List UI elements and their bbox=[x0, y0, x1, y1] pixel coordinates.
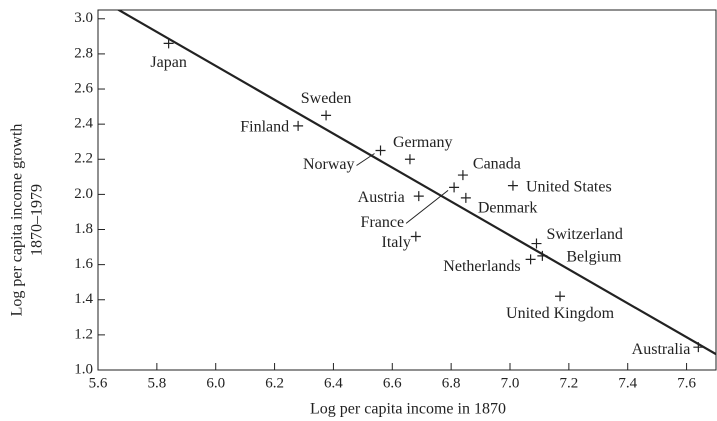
point bbox=[375, 145, 386, 156]
point-label: France bbox=[361, 214, 405, 231]
point-label: Canada bbox=[473, 156, 521, 173]
fit-line bbox=[116, 10, 716, 356]
x-tick-label: 7.2 bbox=[559, 375, 578, 391]
y-tick-label: 2.6 bbox=[74, 80, 93, 96]
point bbox=[693, 342, 704, 353]
point-label: Japan bbox=[150, 54, 186, 71]
point-label: Germany bbox=[393, 134, 453, 151]
y-tick-label: 1.6 bbox=[74, 256, 93, 272]
x-tick-label: 6.2 bbox=[265, 375, 284, 391]
point-label: Sweden bbox=[301, 90, 352, 107]
y-tick-label: 2.8 bbox=[74, 45, 93, 61]
point bbox=[410, 231, 421, 242]
y-tick-label: 1.2 bbox=[74, 326, 93, 342]
leader-line bbox=[356, 153, 375, 166]
x-tick-label: 7.0 bbox=[501, 375, 520, 391]
point-label: Netherlands bbox=[443, 258, 520, 275]
point bbox=[457, 170, 468, 181]
y-tick-label: 2.0 bbox=[74, 186, 93, 202]
point bbox=[449, 182, 460, 193]
point-label: United Kingdom bbox=[506, 305, 615, 322]
point-label: Denmark bbox=[478, 200, 538, 217]
point bbox=[293, 120, 304, 131]
point bbox=[555, 291, 566, 302]
y-tick-label: 2.2 bbox=[74, 151, 93, 167]
point-label: Australia bbox=[632, 341, 691, 358]
x-tick-label: 6.8 bbox=[442, 375, 461, 391]
x-tick-label: 6.6 bbox=[383, 375, 402, 391]
y-axis-label: 1870–1979 bbox=[29, 184, 46, 256]
x-tick-label: 6.0 bbox=[206, 375, 225, 391]
x-tick-label: 6.4 bbox=[324, 375, 343, 391]
y-tick-label: 1.0 bbox=[74, 361, 93, 377]
point-label: Austria bbox=[358, 189, 405, 206]
point-label: Belgium bbox=[566, 249, 622, 266]
y-tick-label: 1.4 bbox=[74, 291, 93, 307]
y-tick-label: 3.0 bbox=[74, 10, 93, 26]
y-tick-label: 1.8 bbox=[74, 221, 93, 237]
point bbox=[163, 38, 174, 49]
point bbox=[537, 250, 548, 261]
point bbox=[525, 254, 536, 265]
point-label: United States bbox=[526, 178, 612, 195]
fit-group bbox=[116, 10, 716, 356]
point bbox=[413, 191, 424, 202]
point bbox=[507, 180, 518, 191]
point bbox=[404, 154, 415, 165]
point-label: Finland bbox=[240, 119, 289, 136]
point bbox=[531, 238, 542, 249]
plot-frame bbox=[97, 9, 717, 371]
x-tick-label: 7.4 bbox=[618, 375, 637, 391]
x-tick-label: 5.6 bbox=[89, 375, 108, 391]
x-axis-label: Log per capita income in 1870 bbox=[310, 401, 506, 418]
x-tick-label: 5.8 bbox=[147, 375, 166, 391]
leader-line bbox=[405, 189, 449, 224]
point bbox=[321, 110, 332, 121]
point bbox=[460, 192, 471, 203]
point-label: Italy bbox=[382, 234, 411, 251]
point-label: Norway bbox=[303, 156, 355, 173]
point-label: Switzerland bbox=[546, 226, 622, 243]
y-tick-label: 2.4 bbox=[74, 116, 93, 132]
x-tick-label: 7.6 bbox=[677, 375, 696, 391]
y-axis-label: Log per capita income growth bbox=[9, 124, 26, 317]
